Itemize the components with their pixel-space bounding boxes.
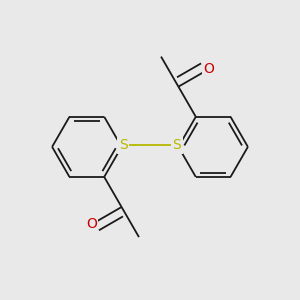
Text: O: O [86, 218, 97, 231]
Text: S: S [172, 138, 181, 152]
Text: S: S [119, 138, 128, 152]
Text: O: O [203, 62, 214, 76]
